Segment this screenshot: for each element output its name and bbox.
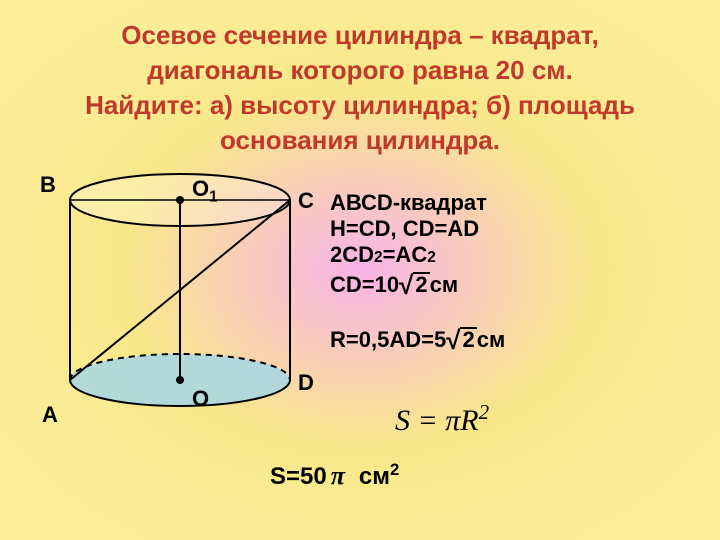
radius-line: R=0,5AD=5 √2 см [330,323,505,354]
title-line-2: диагональ которого равна 20 см. [0,53,720,88]
sqrt-icon: √2 [446,323,477,354]
solution-line-1: АВСD-квадрат [330,190,505,216]
solution-line-3: 2CD2 =AC2 [330,242,505,268]
title-line-4: основания цилиндра. [0,123,720,158]
problem-title: Осевое сечение цилиндра – квадрат, диаго… [0,0,720,158]
title-line-3: Найдите: а) высоту цилиндра; б) площадь [0,88,720,123]
solution-line-2: Н=СD, CD=AD [330,216,505,242]
result-line: S=50 π см2 [270,460,399,491]
cylinder-svg [40,170,310,430]
title-line-1: Осевое сечение цилиндра – квадрат, [0,18,720,53]
area-formula: S = πR2 [395,400,489,438]
sqrt-icon: √2 [399,268,430,299]
cylinder-diagram: АВСDО1О [40,170,310,435]
solution-line-4: CD=10 √2 см [330,268,505,299]
solution-block: АВСD-квадрат Н=СD, CD=AD 2CD2 =AC2 CD=10… [330,190,505,354]
